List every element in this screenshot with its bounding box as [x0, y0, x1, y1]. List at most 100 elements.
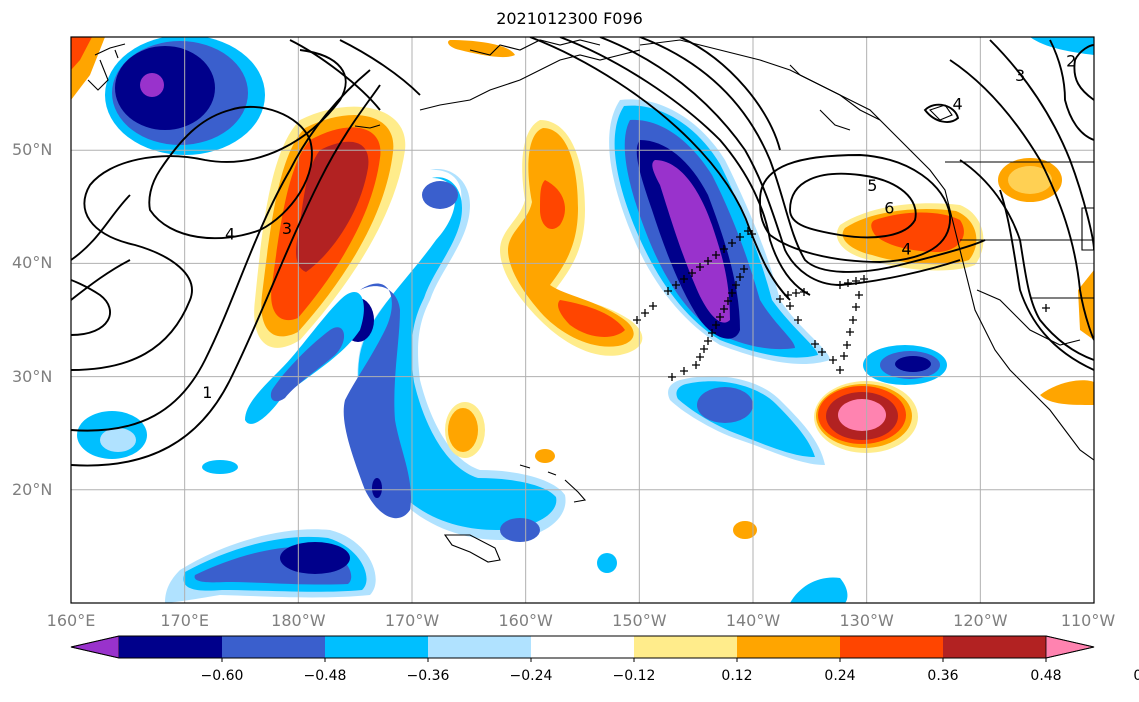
plus-marker — [748, 230, 756, 238]
plus-marker — [740, 265, 748, 273]
coastlines — [87, 39, 1094, 563]
lon-tick-label: 160°W — [498, 611, 553, 630]
plus-marker — [633, 316, 641, 324]
contour-labels: 1 3 4 56 4 4 3 2 — [202, 51, 1076, 402]
colorbar-swatch — [428, 636, 532, 658]
colorbar-tick-label: −0.36 — [406, 668, 450, 684]
colorbar-swatch — [840, 636, 944, 658]
lat-tick-label: 50°N — [12, 140, 53, 160]
lon-tick-label: 110°W — [1060, 611, 1116, 630]
plus-marker — [704, 257, 712, 265]
contour-label: 4 — [953, 94, 963, 113]
map-title: 2021012300 F096 — [496, 9, 643, 28]
map-frame — [70, 36, 1095, 604]
contour-label: 6 — [884, 199, 894, 218]
contour-label: 1 — [202, 383, 212, 402]
plus-marker — [716, 313, 724, 321]
lon-tick-label: 150°W — [612, 611, 667, 630]
shaded-anomalies — [71, 37, 1094, 603]
colorbar — [70, 635, 1095, 662]
lon-tick-label: 170°W — [384, 611, 440, 630]
contour-label: 3 — [282, 219, 292, 238]
plus-marker — [784, 291, 792, 299]
colorbar-swatch — [943, 636, 1047, 658]
plus-marker — [688, 269, 696, 277]
plus-marker — [720, 305, 728, 313]
anomaly-145w-negative — [609, 99, 830, 365]
contour-label: 5 — [867, 176, 877, 195]
lat-tick-label: 20°N — [12, 479, 53, 499]
plus-marker — [829, 356, 837, 364]
plus-marker — [712, 321, 720, 329]
plus-marker — [840, 352, 848, 360]
plus-marker — [680, 367, 688, 375]
plus-marker — [846, 328, 854, 336]
lat-tick-label: 40°N — [12, 253, 53, 273]
plus-marker — [680, 275, 688, 283]
colorbar-tick-label: 0.12 — [721, 668, 753, 684]
plus-marker — [792, 289, 800, 297]
lon-tick-label: 130°W — [839, 611, 894, 630]
colorbar-swatch — [119, 636, 223, 658]
contour-label: 2 — [1066, 51, 1076, 70]
plus-marker — [708, 329, 716, 337]
anomaly-pink-positive — [814, 381, 918, 453]
plus-marker — [852, 277, 860, 285]
plus-marker — [860, 275, 868, 283]
colorbar-tick-label: 0.24 — [824, 668, 856, 684]
plus-marker — [672, 281, 680, 289]
contour-label: 4 — [901, 239, 911, 258]
plus-marker — [794, 316, 802, 324]
plus-marker — [1042, 304, 1050, 312]
plus-marker — [704, 337, 712, 345]
colorbar-swatch — [222, 636, 326, 658]
plus-marker — [728, 239, 736, 247]
plus-marker — [736, 273, 744, 281]
lon-tick-label: 140°W — [725, 611, 781, 630]
plus-marker — [776, 295, 784, 303]
lon-tick-label: 120°W — [953, 611, 1008, 630]
plus-marker — [696, 353, 704, 361]
plus-marker — [696, 263, 704, 271]
plus-marker — [843, 341, 851, 349]
significance-markers — [633, 227, 1050, 381]
colorbar-tick-label: −0.24 — [509, 668, 553, 684]
colorbar-frame — [70, 635, 1095, 659]
plus-marker — [855, 291, 863, 299]
plus-marker — [732, 281, 740, 289]
plus-marker — [728, 289, 736, 297]
plus-marker — [649, 302, 657, 310]
colorbar-swatch — [634, 636, 738, 658]
grid-lines — [71, 37, 1094, 603]
plus-marker — [724, 297, 732, 305]
plus-marker — [736, 233, 744, 241]
plus-marker — [849, 316, 857, 324]
anomaly-subtropical-negative — [668, 345, 947, 603]
plus-marker — [712, 251, 720, 259]
colorbar-extend-low — [70, 635, 120, 659]
colorbar-tick-label: −0.48 — [303, 668, 347, 684]
lon-tick-label: 170°E — [160, 611, 209, 630]
anomaly-160w-positive — [448, 40, 643, 356]
colorbar-extend-high — [1045, 635, 1095, 659]
plus-marker — [786, 302, 794, 310]
colorbar-swatch — [531, 636, 635, 658]
plus-marker — [700, 345, 708, 353]
height-contours — [71, 37, 1094, 467]
colorbar-swatch — [737, 636, 841, 658]
plus-marker — [836, 281, 844, 289]
plus-marker — [664, 287, 672, 295]
colorbar-tick-label: 0.48 — [1030, 668, 1062, 684]
colorbar-tick-label: −0.12 — [612, 668, 656, 684]
plus-marker — [852, 303, 860, 311]
plus-marker — [720, 245, 728, 253]
lon-tick-label: 160°E — [46, 611, 96, 630]
colorbar-tick-label: 0.36 — [927, 668, 959, 684]
plus-marker — [811, 340, 819, 348]
anomaly-west-negative-tail — [77, 291, 364, 474]
plus-marker — [692, 361, 700, 369]
plus-marker — [668, 373, 676, 381]
colorbar-tick-label: 0.60 — [1133, 668, 1139, 684]
lat-tick-label: 30°N — [12, 366, 53, 386]
